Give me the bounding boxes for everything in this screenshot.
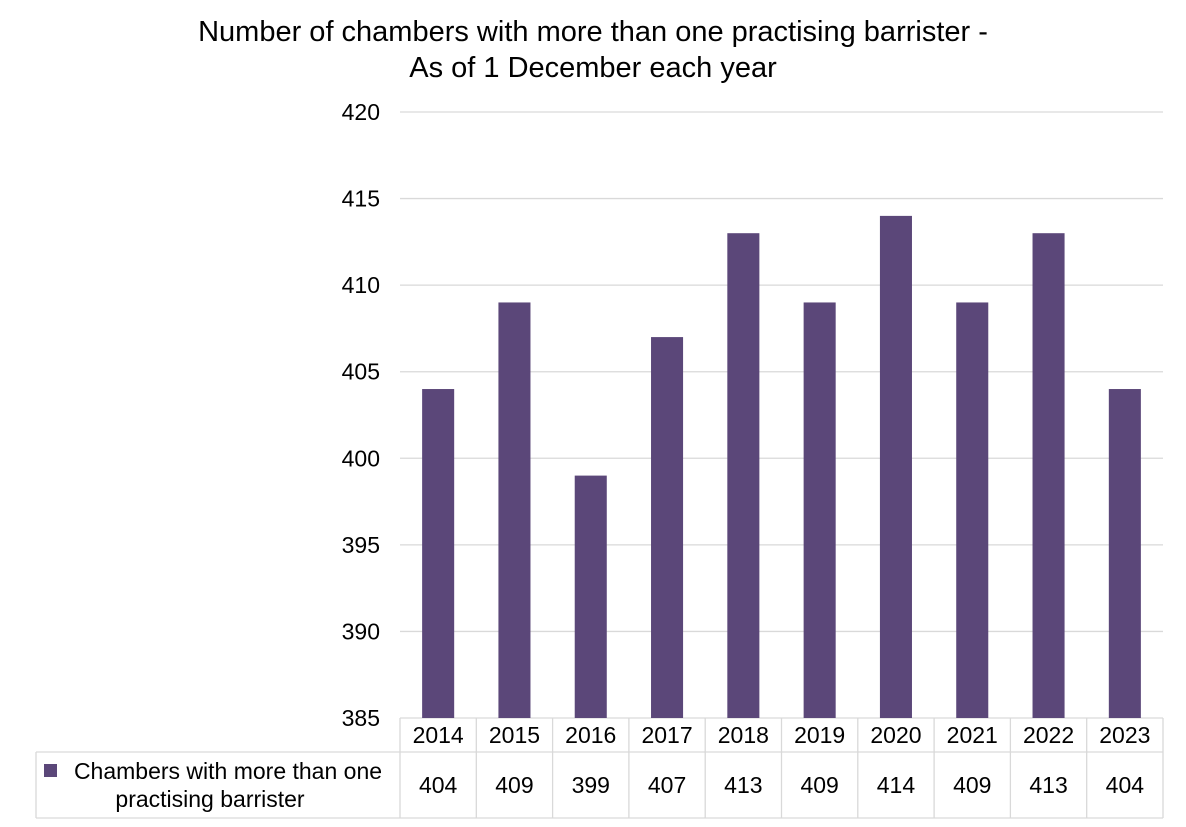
data-table: 2014 404 2015 409 2016 399 2017 407 2018 413 2019 4…	[35, 718, 1164, 819]
y-tick-label-390: 390	[342, 618, 380, 644]
data-label-2019: 409	[800, 772, 838, 798]
data-label-2022: 413	[1029, 772, 1067, 798]
x-category-label-2023: 2023	[1099, 722, 1150, 748]
legend-series-name-line-2: practising barrister	[115, 786, 305, 812]
data-label-2014: 404	[419, 772, 458, 798]
bars	[422, 215, 1141, 718]
y-tick-label-405: 405	[342, 359, 380, 385]
chart-title: Number of chambers with more than one pr…	[0, 14, 1186, 86]
bar-2020	[879, 215, 912, 718]
bar-2019	[803, 302, 836, 718]
x-category-label-2021: 2021	[947, 722, 998, 748]
y-tick-label-420: 420	[342, 99, 380, 125]
y-tick-label-415: 415	[342, 186, 380, 212]
bar-2018	[727, 233, 760, 718]
y-tick-label-400: 400	[342, 445, 380, 471]
x-category-label-2019: 2019	[794, 722, 845, 748]
data-label-2021: 409	[953, 772, 991, 798]
bar-2016	[574, 475, 607, 718]
bar-2014	[422, 389, 455, 718]
x-category-label-2015: 2015	[489, 722, 540, 748]
x-category-label-2014: 2014	[413, 722, 464, 748]
data-label-2017: 407	[648, 772, 686, 798]
x-category-label-2017: 2017	[641, 722, 692, 748]
y-tick-label-385: 385	[342, 705, 380, 731]
bar-2017	[651, 337, 684, 718]
legend-series-name-line-1: Chambers with more than one	[74, 758, 382, 784]
bar-2015	[498, 302, 531, 718]
y-tick-label-395: 395	[342, 532, 380, 558]
x-category-label-2022: 2022	[1023, 722, 1074, 748]
bar-2022	[1032, 233, 1065, 718]
x-category-label-2016: 2016	[565, 722, 616, 748]
x-category-label-2018: 2018	[718, 722, 769, 748]
chart-title-line-1: Number of chambers with more than one pr…	[198, 16, 988, 48]
data-label-2023: 404	[1106, 772, 1145, 798]
data-label-2018: 413	[724, 772, 762, 798]
x-category-label-2020: 2020	[870, 722, 921, 748]
bar-2021	[956, 302, 989, 718]
y-axis-tick-labels: 385 390 395 400 405 410 415 420	[342, 99, 380, 731]
chart-title-line-2: As of 1 December each year	[409, 52, 777, 84]
data-label-2016: 399	[572, 772, 610, 798]
bar-2023	[1108, 389, 1141, 718]
legend-key-square	[44, 764, 57, 777]
y-tick-label-410: 410	[342, 272, 380, 298]
data-label-2020: 414	[877, 772, 916, 798]
data-label-2015: 409	[495, 772, 533, 798]
